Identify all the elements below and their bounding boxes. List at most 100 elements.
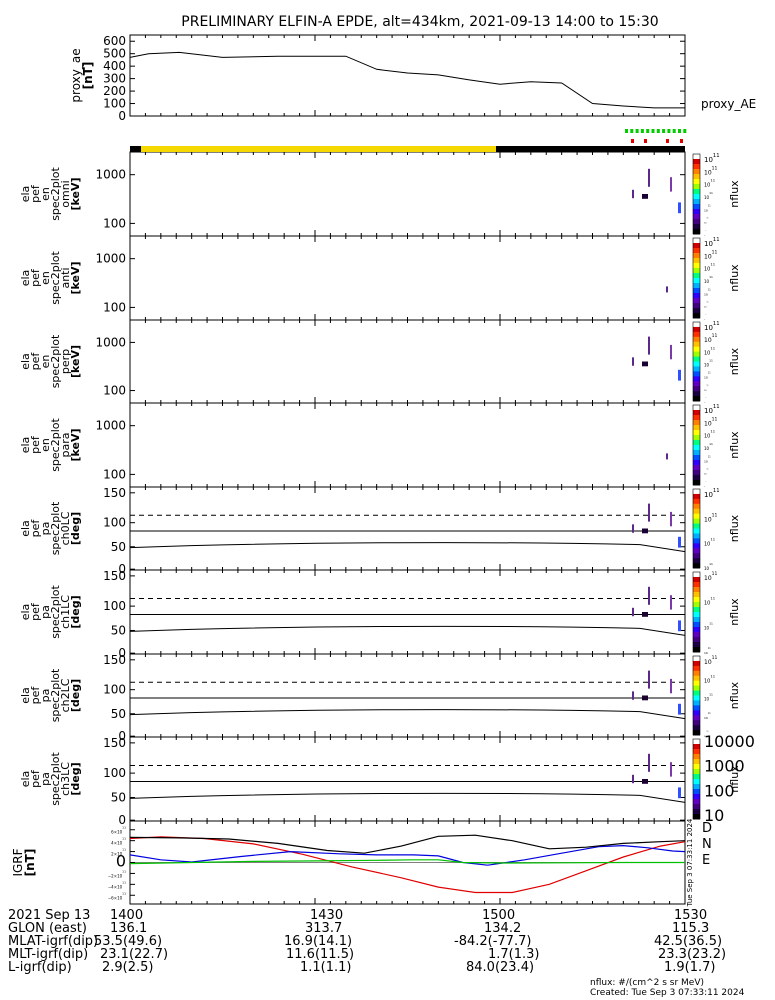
y-tick-label: 100 [103, 683, 126, 697]
panel-frame-ela_pef_pa_spec2plot_ch1LC [129, 569, 686, 655]
colorbar-tick-label: 1011 [704, 655, 718, 666]
sunlight-bar [141, 146, 496, 152]
spectrum-pixel [678, 536, 681, 548]
spectrum-pixel [648, 586, 650, 605]
colorbar-label: nflux [728, 347, 741, 375]
colorbar-segment [693, 759, 700, 765]
colorbar-segment [693, 656, 700, 662]
footer-l-4: 1.9(1.7) [664, 960, 716, 975]
colorbar-segment [693, 371, 700, 377]
science-zone-mark [646, 129, 650, 133]
colorbar-segment [693, 498, 700, 505]
colorbar-segment [693, 533, 700, 539]
colorbar-segment [693, 538, 700, 544]
y-tick-label: 1000 [95, 419, 126, 433]
spectrum-pixel [648, 670, 650, 689]
y-axis-unit: [keV] [69, 428, 82, 461]
colorbar-segment [693, 764, 700, 770]
colorbar-segment [693, 420, 700, 426]
colorbar-tick-label: 1011 [704, 597, 716, 607]
colorbar-label: nflux [728, 598, 741, 626]
footer-time-1430: 1430 [310, 908, 344, 923]
science-zone-mark [678, 129, 681, 133]
y-axis-label-line: pef [29, 602, 42, 621]
y-axis-label-line: pef [29, 769, 42, 788]
colorbar-label: nflux [728, 264, 741, 292]
colorbar-segment [693, 258, 700, 264]
colorbar-segment [693, 665, 700, 672]
colorbar-segment [693, 508, 700, 515]
footer-mlat-2: 16.9(14.1) [284, 934, 353, 949]
colorbar-segment [693, 799, 700, 805]
colorbar-tick-label: 10011 [704, 781, 735, 800]
colorbar-segment [693, 548, 700, 554]
science-zone-mark [640, 129, 644, 133]
y-tick-label: 50 [111, 540, 126, 554]
colorbar-tick-label: 1011 [704, 674, 716, 684]
footer-mlt-4: 23.3(23.2) [658, 947, 727, 962]
colorbar-segment [693, 789, 700, 795]
colorbar-tick-label: 1011 [704, 488, 720, 499]
y-axis-unit: [deg] [69, 679, 82, 712]
colorbar-segment [693, 356, 700, 362]
y-axis-label-line: ela [19, 771, 32, 788]
y-tick-label: 500 [103, 47, 126, 61]
colorbar-segment [693, 465, 700, 471]
y-tick-label: 100 [103, 766, 126, 780]
colorbar-segment [693, 435, 700, 441]
colorbar-segment [693, 695, 700, 701]
spectrum-pixel [670, 595, 672, 610]
colorbar-tick-label: 100011 [704, 757, 745, 776]
footer-glon-4: 115.3 [672, 921, 710, 936]
y-axis-label-line: ch2LC [59, 678, 72, 712]
spectrum-pixel [678, 787, 681, 799]
colorbar-segment [693, 632, 700, 638]
colorbar-tick-label: 1011 [704, 571, 718, 582]
colorbar-segment [693, 602, 700, 608]
y-axis-label-line: spec2plot [49, 334, 62, 388]
colorbar-ela_pef_pa_spec2plot_ch1LC [692, 571, 701, 653]
y-axis-label-line: pef [29, 686, 42, 705]
science-zone-mark [635, 129, 639, 133]
colorbar-segment [693, 794, 700, 800]
colorbar-segment [693, 248, 700, 254]
y-tick-label: 150 [103, 486, 126, 500]
spectrum-pixel [642, 361, 648, 367]
colorbar-segment [693, 518, 700, 525]
colorbar-segment [693, 263, 700, 269]
y-tick-label: 0 [118, 562, 126, 576]
y-axis-unit: [deg] [69, 512, 82, 545]
colorbar-tick-label: 1011 [704, 455, 711, 463]
colorbar-segment [693, 308, 700, 314]
colorbar-tick-label: 1011 [704, 397, 707, 404]
science-zone-mark [662, 129, 666, 133]
colorbar-segment [693, 179, 700, 185]
colorbar-tick-label: 1011 [704, 288, 711, 296]
colorbar-segment [693, 475, 700, 481]
footer-glon-1: 136.1 [110, 921, 148, 936]
colorbar-segment [693, 293, 700, 299]
colorbar-tick-label: 1011 [704, 333, 718, 344]
colorbar-segment [693, 577, 700, 583]
nflux-units-note: nflux: #/(cm^2 s sr MeV) [590, 978, 704, 988]
y-axis-label-line: omni [59, 180, 72, 207]
colorbar-tick-label: 1011 [704, 712, 711, 720]
science-zone-mark [666, 139, 669, 143]
legend-D: D [702, 821, 712, 836]
colorbar-segment [693, 174, 700, 180]
y-tick-label: 0 [118, 646, 126, 660]
colorbar-segment [693, 154, 700, 160]
footer-l-1: 2.9(2.5) [102, 960, 154, 975]
colorbar-segment [693, 229, 700, 235]
y-axis-label-line: spec2plot [49, 585, 62, 639]
colorbar-segment [693, 627, 700, 633]
colorbar-segment [693, 405, 700, 411]
y-tick-label: 600 [103, 34, 126, 48]
footer-mlt-2: 11.6(11.5) [286, 947, 355, 962]
y-tick-label: 400 [103, 59, 126, 73]
colorbar-segment [693, 543, 700, 549]
